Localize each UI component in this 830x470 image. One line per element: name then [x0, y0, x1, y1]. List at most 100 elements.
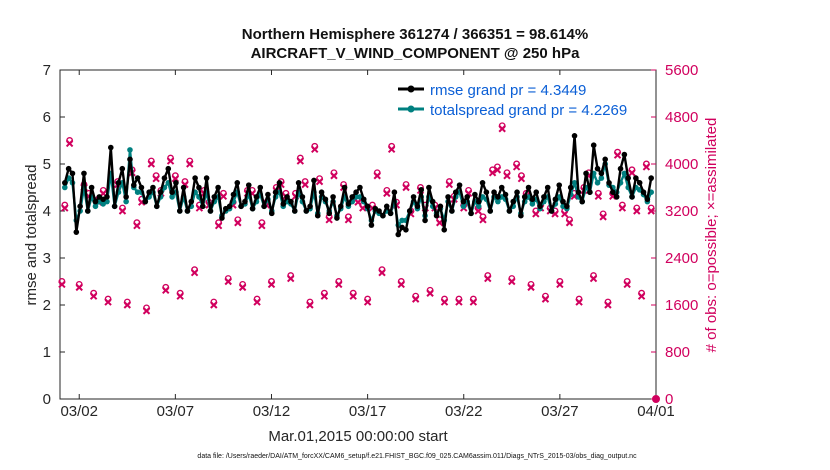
series-rmse-point — [437, 203, 444, 210]
series-rmse-point — [364, 203, 371, 210]
series-totalspread-point — [495, 198, 501, 205]
x-axis: 03/02 03/07 03/12 03/17 03/22 03/27 04/01 — [60, 70, 675, 420]
series-rmse-point — [479, 180, 486, 186]
x-tick-label: 04/01 — [637, 403, 675, 420]
series-rmse-point — [456, 182, 463, 188]
obs-assimilated-marker — [210, 301, 218, 309]
series-totalspread-point — [529, 201, 536, 207]
y-right-axis: 0 800 1600 2400 3200 4000 4800 5600 — [651, 62, 698, 408]
obs-assimilated-marker — [637, 292, 646, 300]
series-rmse-point — [406, 208, 413, 214]
series-rmse-point — [341, 184, 348, 191]
series-rmse-point — [173, 180, 179, 186]
x-tick-label: 03/22 — [445, 403, 483, 420]
series-rmse-point — [360, 196, 367, 203]
obs-assimilated-marker — [570, 192, 578, 201]
series-rmse-point — [142, 198, 149, 205]
series-rmse-point — [303, 208, 310, 214]
series-totalspread-point — [475, 203, 482, 210]
y-left-tick-label: 6 — [43, 109, 51, 126]
y-left-tick-label: 1 — [43, 344, 51, 361]
series-rmse-point — [552, 196, 559, 203]
series-rmse-point — [621, 151, 628, 158]
series-rmse-point — [579, 198, 586, 205]
series-rmse-point — [176, 208, 183, 214]
series-totalspread-point — [460, 203, 467, 210]
obs-assimilated-marker — [315, 177, 324, 186]
obs-markers — [58, 122, 660, 403]
footer-file-path: data file: /Users/raeder/DAI/ATM_forcXX/… — [197, 453, 637, 460]
plot-frame — [59, 69, 657, 400]
series-totalspread-point — [169, 194, 175, 200]
y-right-tick-label: 3200 — [665, 203, 698, 220]
series-rmse-point — [127, 156, 133, 163]
series-rmse-point — [548, 208, 555, 214]
obs-assimilated-marker — [575, 298, 583, 306]
series-rmse-point — [261, 203, 267, 210]
obs-assimilated-marker — [335, 280, 343, 289]
obs-assimilated-marker — [508, 277, 516, 286]
obs-assimilated-marker — [330, 172, 338, 180]
series-rmse-point — [276, 180, 283, 186]
obs-assimilated-marker — [186, 160, 194, 168]
series-rmse-point — [533, 189, 540, 195]
obs-assimilated-marker — [378, 268, 386, 277]
series-rmse-point — [146, 189, 152, 195]
obs-assimilated-marker — [65, 139, 74, 148]
obs-assimilated-marker — [306, 301, 314, 309]
series-rmse-point — [506, 208, 513, 214]
obs-assimilated-marker — [455, 298, 463, 306]
obs-assimilated-marker — [75, 283, 83, 292]
series-rmse-point — [265, 191, 271, 198]
obs-assimilated-marker — [325, 216, 333, 224]
series-rmse-point — [104, 194, 110, 200]
series-rmse-point — [452, 189, 459, 195]
series-rmse-point — [521, 194, 528, 200]
series-rmse-point — [422, 217, 428, 224]
y-right-tick-label: 2400 — [665, 250, 698, 267]
series-rmse-point — [326, 210, 333, 217]
obs-assimilated-marker — [162, 286, 170, 295]
series-rmse-point — [368, 222, 375, 228]
obs-assimilated-marker — [560, 210, 569, 218]
series-totalspread-point — [594, 180, 601, 186]
obs-assimilated-marker — [383, 189, 391, 198]
legend-spread-marker — [407, 105, 415, 113]
series-rmse-point — [587, 189, 593, 195]
series-rmse-point — [253, 194, 260, 200]
y-left-tick-label: 5 — [43, 156, 51, 173]
series-rmse-point — [199, 203, 206, 210]
series-rmse-point — [211, 194, 218, 200]
series-rmse-point — [433, 212, 440, 219]
series-rmse-point — [567, 184, 574, 191]
x-tick-label: 03/12 — [253, 403, 291, 420]
series-rmse-point — [307, 203, 313, 210]
obs-assimilated-marker — [61, 204, 69, 212]
series-rmse-point — [81, 170, 87, 177]
obs-assimilated-marker — [493, 166, 502, 174]
series-rmse-point — [475, 198, 482, 205]
obs-assimilated-marker — [219, 192, 228, 201]
series-rmse-point — [345, 201, 352, 207]
obs-assimilated-marker — [287, 274, 295, 283]
series-rmse-point — [134, 175, 141, 181]
y-left-tick-label: 4 — [43, 203, 51, 220]
series-rmse-point — [491, 189, 497, 195]
obs-assimilated-marker — [503, 172, 511, 180]
series-rmse-point — [625, 175, 631, 181]
series-rmse-point — [575, 189, 582, 195]
obs-assimilated-marker — [253, 298, 261, 306]
series-rmse-point — [85, 208, 91, 214]
y-left-tick-label: 3 — [43, 250, 51, 267]
series-rmse-point — [184, 208, 191, 214]
series-rmse-point — [410, 194, 417, 200]
series-rmse-point — [445, 194, 451, 200]
series-rmse-point — [219, 215, 225, 221]
series-rmse-point — [107, 144, 114, 151]
series-rmse-point — [403, 227, 409, 233]
legend-spread-label: totalspread grand pr = 4.2269 — [430, 102, 627, 119]
series-totalspread-point — [92, 203, 99, 210]
obs-assimilated-marker — [426, 289, 434, 297]
series-rmse-point — [295, 180, 302, 186]
